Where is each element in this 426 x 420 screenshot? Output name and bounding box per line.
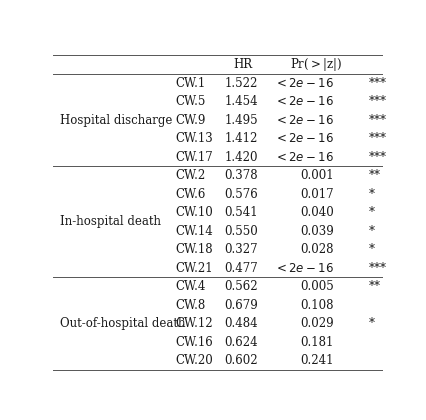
Text: *: *: [368, 317, 374, 330]
Text: Out-of-hospital death: Out-of-hospital death: [60, 317, 185, 330]
Text: $< 2e - 16$: $< 2e - 16$: [274, 76, 334, 89]
Text: 0.001: 0.001: [300, 169, 334, 182]
Text: *: *: [368, 206, 374, 219]
Text: 0.541: 0.541: [225, 206, 258, 219]
Text: 1.454: 1.454: [225, 95, 258, 108]
Text: CW.13: CW.13: [176, 132, 213, 145]
Text: $< 2e - 16$: $< 2e - 16$: [274, 150, 334, 163]
Text: ***: ***: [368, 76, 386, 89]
Text: 0.108: 0.108: [300, 299, 334, 312]
Text: 0.477: 0.477: [224, 262, 258, 275]
Text: In-hospital death: In-hospital death: [60, 215, 161, 228]
Text: 0.241: 0.241: [300, 354, 334, 367]
Text: CW.8: CW.8: [176, 299, 206, 312]
Text: ***: ***: [368, 262, 386, 275]
Text: 0.378: 0.378: [225, 169, 258, 182]
Text: CW.5: CW.5: [176, 95, 206, 108]
Text: CW.10: CW.10: [176, 206, 213, 219]
Text: CW.12: CW.12: [176, 317, 213, 330]
Text: CW.21: CW.21: [176, 262, 213, 275]
Text: CW.9: CW.9: [176, 113, 206, 126]
Text: HR: HR: [233, 58, 253, 71]
Text: 0.327: 0.327: [225, 243, 258, 256]
Text: CW.4: CW.4: [176, 280, 206, 293]
Text: $< 2e - 16$: $< 2e - 16$: [274, 95, 334, 108]
Text: 0.484: 0.484: [225, 317, 258, 330]
Text: 0.040: 0.040: [300, 206, 334, 219]
Text: 1.412: 1.412: [225, 132, 258, 145]
Text: CW.17: CW.17: [176, 150, 213, 163]
Text: 1.522: 1.522: [225, 76, 258, 89]
Text: *: *: [368, 188, 374, 201]
Text: CW.16: CW.16: [176, 336, 213, 349]
Text: 0.029: 0.029: [300, 317, 334, 330]
Text: 0.679: 0.679: [224, 299, 258, 312]
Text: CW.1: CW.1: [176, 76, 206, 89]
Text: CW.2: CW.2: [176, 169, 206, 182]
Text: 0.005: 0.005: [300, 280, 334, 293]
Text: 0.550: 0.550: [224, 225, 258, 238]
Text: $< 2e - 16$: $< 2e - 16$: [274, 132, 334, 145]
Text: 0.576: 0.576: [224, 188, 258, 201]
Text: 0.181: 0.181: [300, 336, 334, 349]
Text: ***: ***: [368, 113, 386, 126]
Text: 0.028: 0.028: [300, 243, 334, 256]
Text: *: *: [368, 225, 374, 238]
Text: 0.624: 0.624: [225, 336, 258, 349]
Text: Hospital discharge: Hospital discharge: [60, 113, 172, 126]
Text: 0.039: 0.039: [300, 225, 334, 238]
Text: CW.20: CW.20: [176, 354, 213, 367]
Text: 0.602: 0.602: [225, 354, 258, 367]
Text: CW.6: CW.6: [176, 188, 206, 201]
Text: 1.420: 1.420: [225, 150, 258, 163]
Text: 0.017: 0.017: [300, 188, 334, 201]
Text: 0.562: 0.562: [225, 280, 258, 293]
Text: **: **: [368, 169, 380, 182]
Text: Pr($>$|z|): Pr($>$|z|): [290, 56, 342, 73]
Text: **: **: [368, 280, 380, 293]
Text: 1.495: 1.495: [225, 113, 258, 126]
Text: CW.18: CW.18: [176, 243, 213, 256]
Text: ***: ***: [368, 95, 386, 108]
Text: $< 2e - 16$: $< 2e - 16$: [274, 113, 334, 126]
Text: $< 2e - 16$: $< 2e - 16$: [274, 262, 334, 275]
Text: *: *: [368, 243, 374, 256]
Text: ***: ***: [368, 132, 386, 145]
Text: CW.14: CW.14: [176, 225, 213, 238]
Text: ***: ***: [368, 150, 386, 163]
